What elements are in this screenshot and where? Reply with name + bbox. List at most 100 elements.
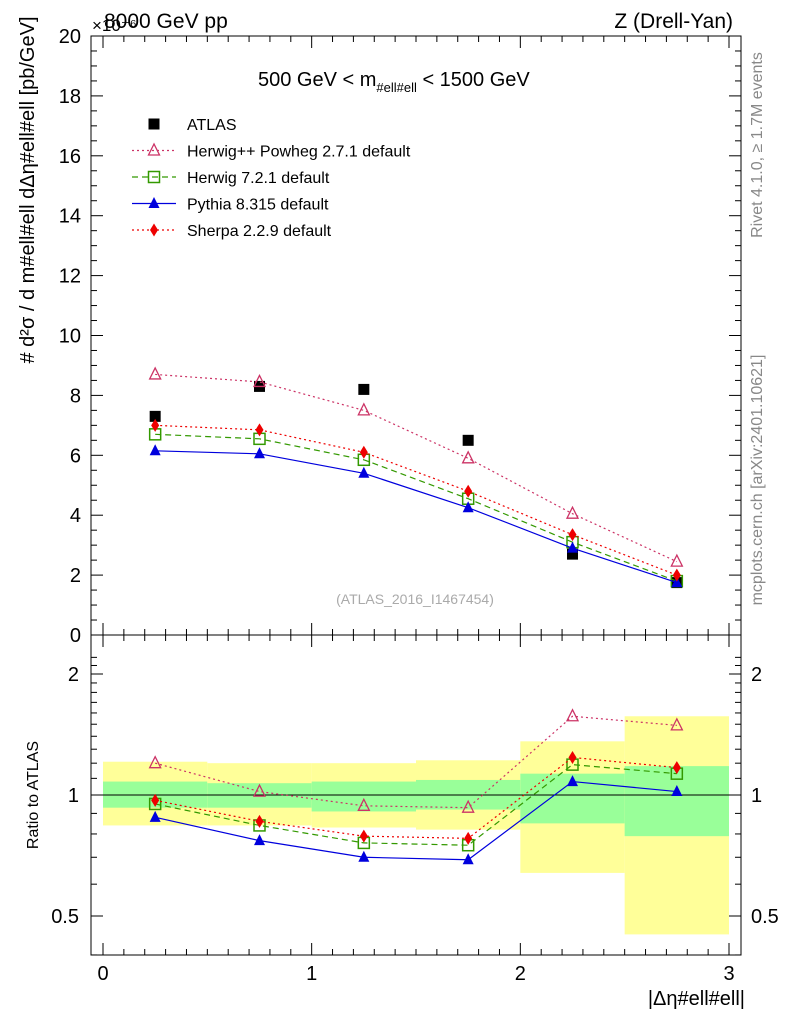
upper-data-point (568, 528, 577, 542)
upper-data-point (670, 553, 684, 567)
upper-data-point (255, 423, 264, 437)
x-tick-label: 0 (97, 963, 108, 985)
x-tick-label: 3 (723, 963, 734, 985)
ratio-data-point (358, 850, 370, 862)
legend-marker (147, 170, 161, 184)
ratio-data-point (357, 797, 371, 811)
upper-y-tick-label: 2 (70, 565, 81, 587)
ratio-y-tick-label: 0.5 (51, 906, 79, 928)
ratio-y-tick-label-right: 2 (751, 664, 762, 686)
upper-series-line (155, 424, 678, 576)
ratio-y-tick-label: 1 (68, 785, 79, 807)
ratio-data-point (461, 799, 475, 813)
ratio-data-point (151, 793, 160, 807)
ratio-uncertainty-bands (103, 716, 729, 935)
x-tick-label: 1 (306, 963, 317, 985)
legend-marker (147, 142, 161, 156)
upper-data-point (149, 410, 161, 422)
upper-data-point (357, 402, 371, 416)
upper-panel-frame: 0 2 4 6 8 10 12 14 16 18 20 (59, 26, 742, 647)
upper-y-tick-label: 6 (70, 445, 81, 467)
upper-data-point (461, 450, 475, 464)
upper-data-point (462, 501, 474, 513)
upper-series-line (155, 450, 678, 584)
ratio-data-point (464, 831, 473, 845)
ratio-data-point (462, 853, 474, 865)
ratio-data-point (567, 775, 578, 787)
upper-panel-series (148, 366, 684, 589)
legend-label: Pythia 8.315 default (187, 197, 329, 214)
panel-title-end: < 1500 GeV (417, 69, 531, 91)
ratio-data-point (672, 761, 681, 775)
ratio-series-line (155, 756, 677, 839)
upper-ylabel: # d²σ / d m#ell#ell dΔη#ell#ell [pb/GeV] (17, 16, 39, 363)
ratio-data-point (671, 785, 683, 797)
upper-data-point (359, 445, 368, 459)
legend-marker (150, 223, 158, 237)
ratio-data-point (568, 750, 577, 764)
upper-y-tick-label: 10 (59, 326, 81, 348)
multiplier-label: ×10⁻⁶ (92, 16, 137, 35)
legend-marker (148, 197, 160, 208)
upper-data-point (672, 568, 681, 582)
upper-data-point (464, 484, 473, 498)
ratio-series-line (155, 780, 677, 861)
upper-y-tick-label: 18 (59, 86, 81, 108)
upper-data-point (567, 541, 578, 553)
analysis-watermark: (ATLAS_2016_I1467454) (336, 591, 494, 607)
ratio-data-point (252, 783, 267, 797)
ratio-data-point (565, 708, 580, 722)
header-process: Z (Drell-Yan) (614, 10, 733, 33)
ratio-data-point (148, 755, 162, 769)
upper-data-point (462, 434, 474, 446)
ratio-panel-frame: 0.5 0.5 1 1 2 2 0 1 2 3 (51, 634, 779, 985)
ratio-data-point (359, 829, 368, 843)
ratio-data-point (254, 834, 265, 846)
legend-marker (148, 118, 160, 130)
panel-title-main: 500 GeV < m (258, 69, 376, 91)
legend-label: Herwig 7.2.1 default (187, 170, 330, 187)
upper-y-tick-label: 8 (70, 385, 81, 407)
upper-y-tick-label: 14 (59, 206, 81, 228)
upper-data-point (358, 383, 370, 395)
upper-data-point (565, 505, 580, 519)
rivet-label: Rivet 4.1.0, ≥ 1.7M events (749, 52, 766, 238)
ratio-data-point (149, 810, 161, 822)
ratio-series-line (155, 715, 677, 809)
ratio-y-tick-label-right: 0.5 (751, 906, 779, 928)
upper-data-point (148, 366, 162, 380)
upper-data-point (151, 418, 160, 432)
upper-data-point (254, 447, 265, 459)
upper-data-point (252, 373, 267, 388)
legend-label: Herwig++ Powheg 2.7.1 default (187, 144, 411, 161)
legend: ATLAS Herwig++ Powheg 2.7.1 default Herwig… (132, 117, 411, 240)
upper-y-tick-label: 4 (70, 505, 81, 527)
upper-y-tick-label: 20 (59, 26, 81, 48)
panel-title: 500 GeV < m#ell#ell < 1500 GeV (258, 69, 530, 95)
ratio-series-line (155, 764, 677, 846)
ratio-panel-series (148, 708, 684, 865)
band-inner-bin (311, 781, 416, 812)
ratio-data-point (670, 717, 684, 731)
ratio-data-point (255, 814, 264, 828)
upper-y-tick-label: 16 (59, 146, 81, 168)
legend-label: ATLAS (187, 117, 237, 134)
ratio-y-tick-label: 2 (68, 664, 79, 686)
x-axis-label: |Δη#ell#ell| (648, 988, 745, 1010)
x-tick-label: 2 (515, 963, 526, 985)
upper-series-line (155, 373, 678, 563)
ratio-ylabel: Ratio to ATLAS (25, 741, 42, 849)
upper-series-line (155, 433, 678, 582)
header-energy: 8000 GeV pp (104, 10, 228, 33)
ratio-y-tick-label-right: 1 (751, 785, 762, 807)
mcplots-label: mcplots.cern.ch [arXiv:2401.10621] (749, 355, 766, 606)
legend-label: Sherpa 2.2.9 default (187, 223, 332, 240)
upper-data-point (567, 548, 578, 560)
upper-data-point (149, 444, 161, 456)
panel-title-sub: #ell#ell (376, 80, 417, 95)
upper-y-tick-label: 0 (70, 625, 81, 647)
band-inner-bin (624, 766, 729, 837)
upper-y-tick-label: 12 (59, 266, 81, 288)
upper-data-point (358, 466, 370, 478)
